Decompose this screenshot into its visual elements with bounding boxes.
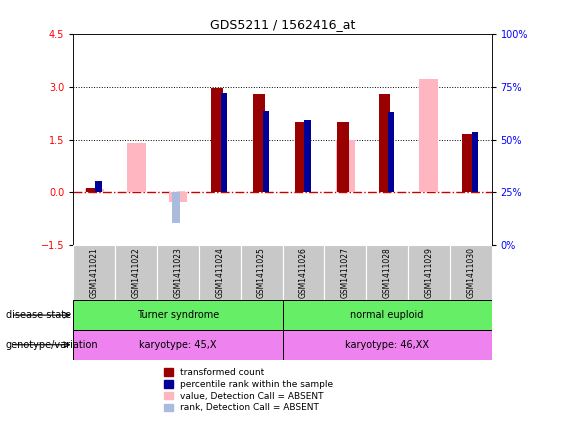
Bar (172, 192, 180, 223)
Legend: transformed count, percentile rank within the sample, value, Detection Call = AB: transformed count, percentile rank withi… (164, 368, 333, 412)
Bar (388, 112, 394, 192)
Bar (73, 330, 282, 360)
Bar (221, 93, 227, 192)
Bar (73, 300, 282, 330)
Title: GDS5211 / 1562416_at: GDS5211 / 1562416_at (210, 18, 355, 31)
Text: genotype/variation: genotype/variation (6, 340, 98, 350)
Text: karyotype: 46,XX: karyotype: 46,XX (345, 340, 429, 350)
Bar (263, 111, 269, 192)
Bar (408, 245, 450, 300)
Bar (95, 181, 102, 192)
Bar (282, 245, 324, 300)
Text: Turner syndrome: Turner syndrome (137, 310, 219, 320)
Bar (450, 245, 492, 300)
Text: normal euploid: normal euploid (350, 310, 424, 320)
Text: GSM1411024: GSM1411024 (215, 247, 224, 298)
Text: GSM1411025: GSM1411025 (257, 247, 266, 298)
Bar (127, 143, 146, 192)
Bar (115, 245, 157, 300)
Text: GSM1411030: GSM1411030 (466, 247, 475, 298)
Bar (199, 245, 241, 300)
Bar (157, 245, 199, 300)
Text: GSM1411029: GSM1411029 (424, 247, 433, 298)
Bar (305, 120, 311, 192)
Bar (211, 88, 223, 192)
Bar (241, 245, 282, 300)
Bar (462, 135, 474, 192)
Bar (86, 188, 98, 192)
Text: GSM1411023: GSM1411023 (173, 247, 182, 298)
Bar (336, 140, 355, 192)
Text: GSM1411021: GSM1411021 (90, 247, 99, 298)
Bar (295, 122, 307, 192)
Bar (337, 122, 349, 192)
Bar (472, 132, 478, 192)
Bar (366, 245, 408, 300)
Text: GSM1411022: GSM1411022 (132, 247, 141, 298)
Text: disease state: disease state (6, 310, 71, 320)
Text: karyotype: 45,X: karyotype: 45,X (139, 340, 217, 350)
Bar (253, 94, 265, 192)
Bar (85, 189, 104, 192)
Bar (282, 330, 492, 360)
Bar (282, 300, 492, 330)
Bar (168, 192, 188, 202)
Bar (419, 79, 438, 192)
Bar (379, 94, 390, 192)
Bar (73, 245, 115, 300)
Text: GSM1411028: GSM1411028 (383, 247, 392, 298)
Text: GSM1411027: GSM1411027 (341, 247, 350, 298)
Bar (324, 245, 366, 300)
Text: GSM1411026: GSM1411026 (299, 247, 308, 298)
